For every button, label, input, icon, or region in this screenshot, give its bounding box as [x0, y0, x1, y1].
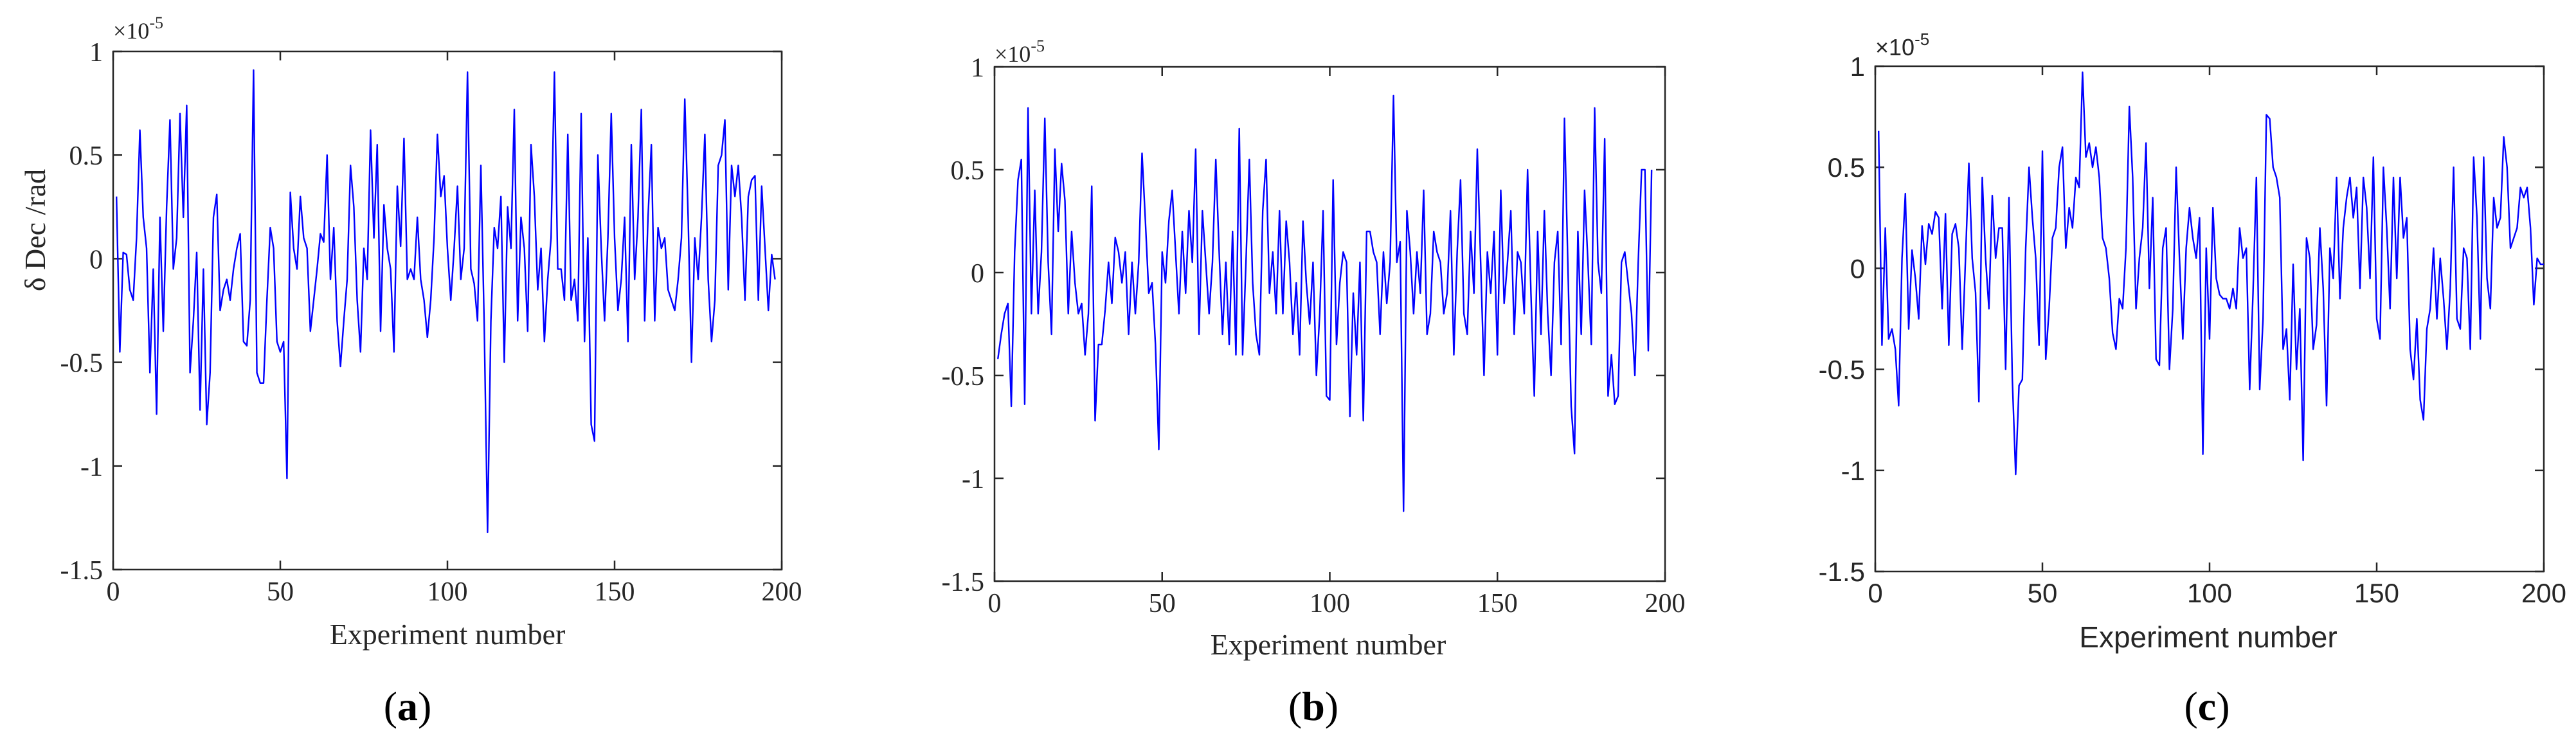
- panel-a-y-tick-label: -0.5: [60, 349, 104, 379]
- panel-c-y-tick-label: 0: [1850, 253, 1865, 284]
- panel-b-y-tick-label: -1: [962, 465, 984, 494]
- panel-b: ×10-5 0 50 100 150 200 -1.5 -1 -0.5 0 0.5 1 Experi…: [942, 37, 1686, 729]
- panel-b-y-tick-label: -0.5: [942, 362, 985, 392]
- panel-a-x-tick-label: 0: [107, 577, 120, 607]
- panel-b-caption: (b): [1288, 683, 1338, 729]
- panel-a-x-tick-label: 150: [595, 577, 635, 607]
- panel-a: ×10-5 0 50 100 150 200 -1.5 -1 -0.5 0 0.5 1 δ Dec …: [19, 14, 802, 729]
- panel-c: ×10-5 0 50 100 150 200 -1.5 -1 -0.5 0 0.5 1 Experi…: [1819, 30, 2566, 729]
- panel-a-y-tick-label: 1: [89, 38, 103, 68]
- panel-c-y-tick-label: -1.5: [1819, 557, 1865, 587]
- panel-a-series-line: [116, 69, 776, 534]
- panel-a-x-axis-label: Experiment number: [330, 618, 566, 651]
- panel-b-x-axis-label: Experiment number: [1211, 628, 1446, 661]
- panel-a-x-tick-label: 50: [267, 577, 294, 607]
- panel-a-y-tick-label: -1: [80, 453, 103, 482]
- panel-b-x-tick-label: 150: [1477, 589, 1518, 618]
- panel-c-y-tick-label: 1: [1850, 51, 1865, 82]
- panel-c-x-tick-label: 100: [2187, 578, 2232, 608]
- panel-b-y-tick-label: -1.5: [942, 568, 985, 597]
- panel-c-series-line: [1878, 71, 2544, 476]
- panel-a-y-tick-label: 0: [89, 245, 103, 274]
- panel-c-y-tick-label: -1: [1841, 456, 1865, 486]
- panel-b-x-tick-label: 0: [988, 589, 1002, 618]
- panel-a-y-tick-label: 0.5: [69, 141, 104, 171]
- panel-c-x-tick-label: 150: [2354, 578, 2399, 608]
- panel-b-y-tick-label: 0: [971, 259, 984, 289]
- panel-b-series-line: [997, 94, 1653, 512]
- panel-a-ticks: 0 50 100 150 200 -1.5 -1 -0.5 0 0.5 1: [60, 38, 802, 607]
- panel-b-x-tick-label: 100: [1310, 589, 1350, 618]
- panel-b-ticks: 0 50 100 150 200 -1.5 -1 -0.5 0 0.5 1: [942, 53, 1686, 618]
- panel-a-y-axis-label: δ Dec /rad: [19, 169, 51, 291]
- panel-c-y-tick-label: -0.5: [1819, 355, 1865, 385]
- panel-c-multiplier: ×10-5: [1875, 30, 1929, 60]
- panel-b-x-tick-label: 200: [1645, 589, 1686, 618]
- panel-b-x-tick-label: 50: [1149, 589, 1176, 618]
- panel-c-x-tick-label: 50: [2028, 578, 2058, 608]
- panel-b-multiplier: ×10-5: [995, 37, 1045, 67]
- panel-c-x-tick-label: 200: [2521, 578, 2566, 608]
- panel-a-x-tick-label: 200: [762, 577, 802, 607]
- panel-b-y-tick-label: 1: [971, 53, 984, 83]
- panel-c-caption: (c): [2184, 683, 2229, 729]
- panel-a-multiplier: ×10-5: [113, 14, 163, 44]
- panel-a-x-tick-label: 100: [428, 577, 468, 607]
- panel-a-plot-area: [112, 50, 783, 571]
- panel-a-caption: (a): [384, 683, 432, 729]
- panel-b-y-tick-label: 0.5: [951, 156, 985, 186]
- panel-c-ticks: 0 50 100 150 200 -1.5 -1 -0.5 0 0.5 1: [1819, 51, 2566, 608]
- panel-c-x-axis-label: Experiment number: [2079, 620, 2337, 654]
- panel-a-y-tick-label: -1.5: [60, 556, 104, 586]
- panel-c-x-tick-label: 0: [1868, 578, 1882, 608]
- panel-c-y-tick-label: 0.5: [1828, 152, 1865, 183]
